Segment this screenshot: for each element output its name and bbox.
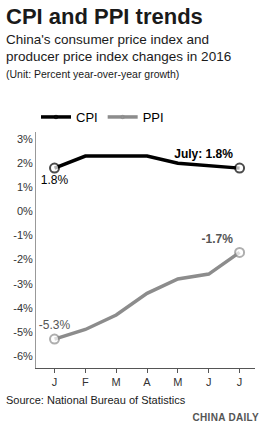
- html-text:Source: National Bureau of Sta: Source: National Bureau of Statistics: [6, 394, 186, 406]
- html-text:CPI and PPI trends: CPI and PPI trends: [6, 4, 203, 29]
- svg-text:0%: 0%: [17, 205, 33, 217]
- svg-text:J: J: [237, 376, 243, 388]
- svg-text:-2%: -2%: [13, 253, 33, 265]
- svg-text:1.8%: 1.8%: [41, 173, 69, 187]
- svg-text:J: J: [206, 376, 212, 388]
- svg-text:PPI: PPI: [143, 110, 164, 125]
- svg-text:-4%: -4%: [13, 302, 33, 314]
- svg-text:M: M: [112, 376, 121, 388]
- svg-text:F: F: [82, 376, 89, 388]
- svg-text:-1.7%: -1.7%: [202, 232, 234, 246]
- svg-text:-5.3%: -5.3%: [39, 318, 71, 332]
- svg-text:July: 1.8%: July: 1.8%: [174, 147, 233, 161]
- svg-text:2%: 2%: [17, 157, 33, 169]
- svg-text:1%: 1%: [17, 181, 33, 193]
- svg-text:-6%: -6%: [13, 350, 33, 362]
- html-text:(Unit: Percent year-over-year: (Unit: Percent year-over-year growth): [6, 68, 180, 80]
- svg-text:-1%: -1%: [13, 229, 33, 241]
- svg-text:3%: 3%: [17, 133, 33, 145]
- svg-text:M: M: [173, 376, 182, 388]
- svg-text:-5%: -5%: [13, 326, 33, 338]
- html-text:China's consumer price index a: China's consumer price index and produce…: [6, 32, 232, 64]
- svg-text:J: J: [52, 376, 58, 388]
- svg-text:CPI: CPI: [76, 110, 98, 125]
- html-text:CHINA DAILY: CHINA DAILY: [192, 412, 259, 423]
- svg-text:-3%: -3%: [13, 278, 33, 290]
- svg-text:A: A: [143, 376, 151, 388]
